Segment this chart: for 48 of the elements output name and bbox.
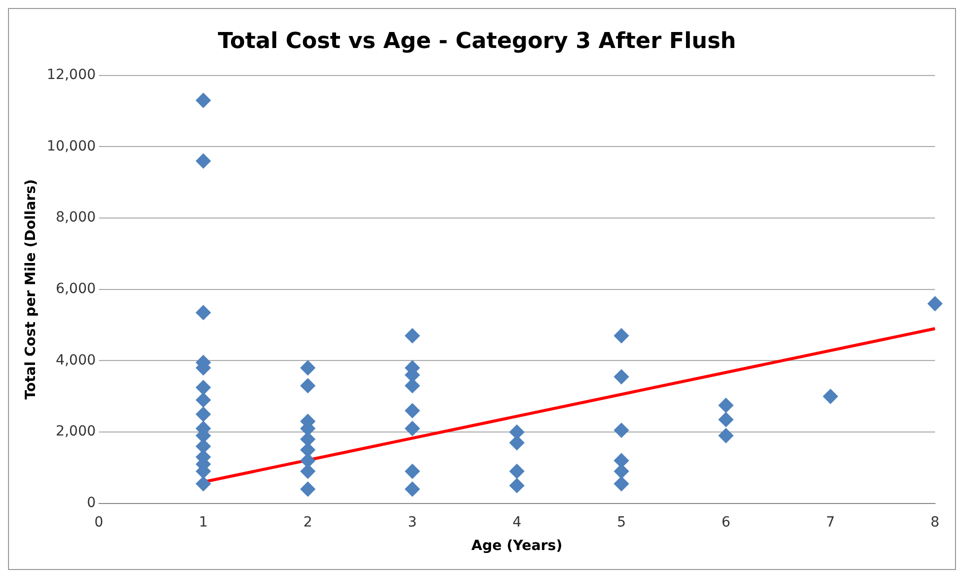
y-tick-label: 2,000 [56, 424, 96, 440]
point [404, 421, 420, 436]
point [300, 360, 316, 376]
y-tick-label: 10,000 [46, 138, 96, 154]
point [196, 154, 211, 168]
point [718, 398, 734, 413]
point [404, 378, 420, 394]
point [614, 422, 629, 438]
point [404, 403, 420, 418]
point [404, 328, 420, 344]
point [196, 406, 211, 422]
x-tick-label: 7 [826, 514, 835, 530]
point [614, 328, 629, 344]
point [822, 388, 838, 404]
y-tick-label: 6,000 [56, 281, 96, 298]
x-tick-label: 2 [303, 514, 312, 530]
point [300, 482, 316, 497]
x-tick-label: 1 [198, 514, 208, 530]
y-tick-label: 4,000 [56, 352, 96, 368]
x-tick-label: 4 [512, 514, 522, 530]
x-axis-title: Age (Years) [471, 538, 562, 554]
x-tick-label: 8 [930, 514, 940, 530]
point [509, 478, 524, 494]
y-tick-label: 0 [86, 495, 96, 512]
point [509, 464, 524, 479]
y-tick-label: 12,000 [46, 67, 96, 84]
point [404, 482, 420, 497]
point [196, 476, 211, 492]
point [300, 378, 316, 394]
point [404, 464, 420, 479]
y-tick-label: 8,000 [56, 210, 96, 226]
point [196, 92, 211, 108]
point [928, 296, 942, 312]
x-tick-label: 3 [408, 514, 417, 530]
point [196, 305, 211, 320]
chart-title: Total Cost vs Age - Category 3 After Flush [218, 28, 736, 54]
point [718, 412, 734, 428]
point [718, 428, 734, 444]
point [509, 435, 524, 450]
point [614, 369, 629, 384]
y-axis-title: Total Cost per Mile (Dollars) [23, 179, 40, 400]
point [300, 464, 316, 479]
point [196, 380, 211, 395]
point [614, 464, 629, 479]
x-tick-label: 5 [616, 514, 626, 530]
x-tick-label: 6 [721, 514, 730, 530]
point [614, 476, 629, 492]
point [196, 392, 211, 408]
